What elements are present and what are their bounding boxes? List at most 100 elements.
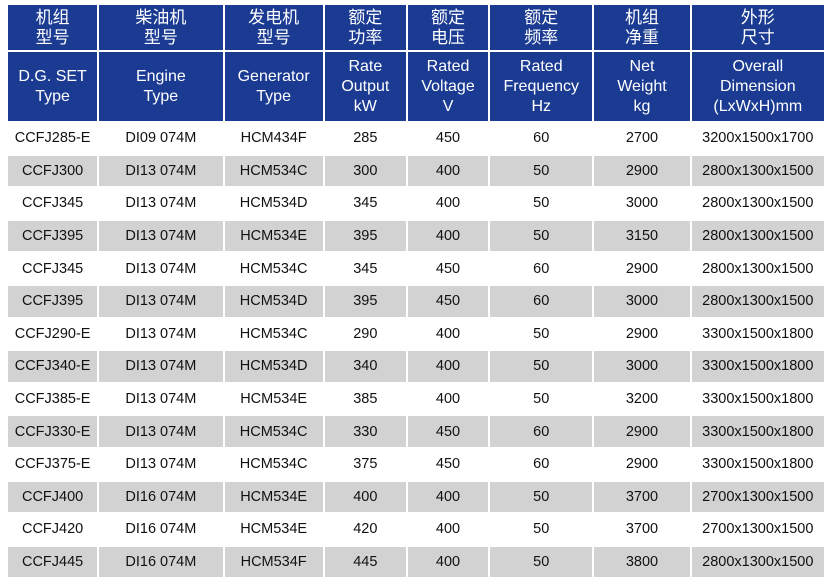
table-cell: 450 — [435, 130, 461, 147]
column-header-cn: 外形 尺寸 — [691, 5, 824, 50]
header-line: Rated — [426, 57, 470, 75]
table-cell: 60 — [533, 130, 550, 147]
table-cell: 300 — [324, 155, 406, 187]
table-cell: 2700x1300x1500 — [691, 481, 824, 513]
table-cell: 50 — [533, 391, 550, 408]
table-cell: 50 — [490, 351, 593, 382]
table-cell: 345 — [353, 195, 378, 212]
table-cell: 3300x1500x1800 — [702, 325, 814, 342]
header-line: Generator — [237, 67, 310, 85]
column-header-en: Net Weight kg — [594, 52, 690, 121]
table-cell: 375 — [353, 456, 378, 473]
column-header-cn: 机组 型号 — [8, 5, 98, 50]
table-cell: DI13 074M — [125, 391, 197, 408]
table-cell: DI13 074M — [99, 155, 223, 187]
table-cell: 3700 — [625, 521, 659, 538]
table-cell: DI13 074M — [99, 351, 223, 382]
table-cell: 50 — [490, 155, 593, 187]
header-line: 型号 — [143, 27, 178, 48]
header-line: (LxWxH)mm — [713, 97, 803, 115]
column-header-cn: 机组 净重 — [594, 5, 690, 50]
table-cell: HCM534E — [224, 220, 323, 252]
table-cell: HCM534F — [224, 546, 323, 578]
table-cell: 385 — [353, 391, 378, 408]
table-cell: 3300x1500x1800 — [702, 456, 814, 473]
table-cell: DI13 074M — [125, 260, 197, 277]
table-cell: 345 — [353, 260, 378, 277]
column-header-en: Engine Type — [99, 52, 223, 121]
table-cell: HCM534C — [224, 416, 323, 447]
table-cell: HCM534C — [224, 155, 323, 187]
header-line: Dimension — [720, 77, 796, 95]
table-cell: 3300x1500x1800 — [691, 416, 824, 447]
header-line: Output — [341, 77, 390, 95]
table-row: CCFJ395 DI13 074M HCM534E 395 400 50 3150 2800x… — [8, 220, 824, 252]
header-line: D.G. SET — [18, 67, 87, 85]
table-cell: 3200x1500x1700 — [702, 130, 814, 147]
header-line: Type — [143, 87, 179, 105]
table-cell: DI13 074M — [99, 220, 223, 252]
table-cell: 2900 — [594, 155, 690, 187]
table-cell: 400 — [407, 546, 489, 578]
table-cell: 400 — [324, 481, 406, 513]
table-cell: HCM534C — [239, 456, 308, 473]
table-cell: 3200 — [625, 391, 659, 408]
column-header-en: Rated Frequency Hz — [490, 52, 593, 121]
table-cell: 50 — [533, 195, 550, 212]
table-cell: CCFJ300 — [8, 155, 98, 187]
table-cell: 450 — [435, 456, 461, 473]
table-cell: 290 — [353, 325, 378, 342]
header-line: Rate — [348, 57, 383, 75]
header-line: 电压 — [431, 27, 466, 48]
column-header-cn: 额定 频率 — [490, 5, 593, 50]
table-cell: 400 — [435, 195, 461, 212]
table-cell: 2800x1300x1500 — [691, 155, 824, 187]
header-line: Engine — [135, 67, 186, 85]
header-line: 型号 — [256, 27, 291, 48]
table-cell: CCFJ445 — [8, 546, 98, 578]
table-cell: 450 — [407, 416, 489, 447]
table-cell: 330 — [324, 416, 406, 447]
table-row: CCFJ345 DI13 074M HCM534C 345 450 60 2900 2800x… — [8, 253, 824, 284]
table-cell: CCFJ400 — [8, 481, 98, 513]
header-line: Type — [256, 87, 291, 105]
table-row: CCFJ400 DI16 074M HCM534E 400 400 50 3700 2700x… — [8, 481, 824, 513]
table-cell: 50 — [533, 325, 550, 342]
header-line: Net — [629, 57, 655, 75]
table-cell: 450 — [407, 285, 489, 317]
column-header-en: D.G. SET Type — [8, 52, 98, 121]
table-cell: 2700x1300x1500 — [702, 521, 814, 538]
table-cell: 3150 — [594, 220, 690, 252]
table-cell: 395 — [324, 220, 406, 252]
table-cell: 2900 — [625, 456, 659, 473]
table-cell: HCM534D — [239, 195, 308, 212]
table-cell: 2900 — [594, 416, 690, 447]
table-cell: DI13 074M — [99, 285, 223, 317]
header-line: Overall — [732, 57, 784, 75]
table-cell: 3800 — [594, 546, 690, 578]
table-cell: HCM534E — [224, 481, 323, 513]
table-cell: CCFJ340-E — [8, 351, 98, 382]
table-cell: 400 — [407, 481, 489, 513]
column-header-cn: 额定 电压 — [407, 5, 489, 50]
table-cell: 2700 — [625, 130, 659, 147]
table-cell: DI16 074M — [99, 481, 223, 513]
table-cell: 3000 — [625, 195, 659, 212]
table-cell: HCM534D — [224, 351, 323, 382]
table-cell: HCM534E — [240, 391, 308, 408]
table-cell: CCFJ290-E — [14, 325, 91, 342]
table-cell: 50 — [490, 481, 593, 513]
table-cell: CCFJ345 — [21, 195, 84, 212]
table-cell: HCM434F — [240, 130, 307, 147]
table-row: CCFJ290-E DI13 074M HCM534C 290 400 50 2900 330… — [8, 319, 824, 350]
table-cell: DI13 074M — [125, 195, 197, 212]
table-cell: 50 — [490, 546, 593, 578]
header-line: 柴油机 — [135, 7, 187, 28]
header-line: 功率 — [348, 27, 383, 48]
header-line: Voltage — [421, 77, 475, 95]
table-cell: 340 — [324, 351, 406, 382]
table-cell: 400 — [435, 521, 461, 538]
column-header-en: Overall Dimension (LxWxH)mm — [691, 52, 824, 121]
table-cell: DI13 074M — [125, 325, 197, 342]
table-cell: CCFJ395 — [8, 285, 98, 317]
